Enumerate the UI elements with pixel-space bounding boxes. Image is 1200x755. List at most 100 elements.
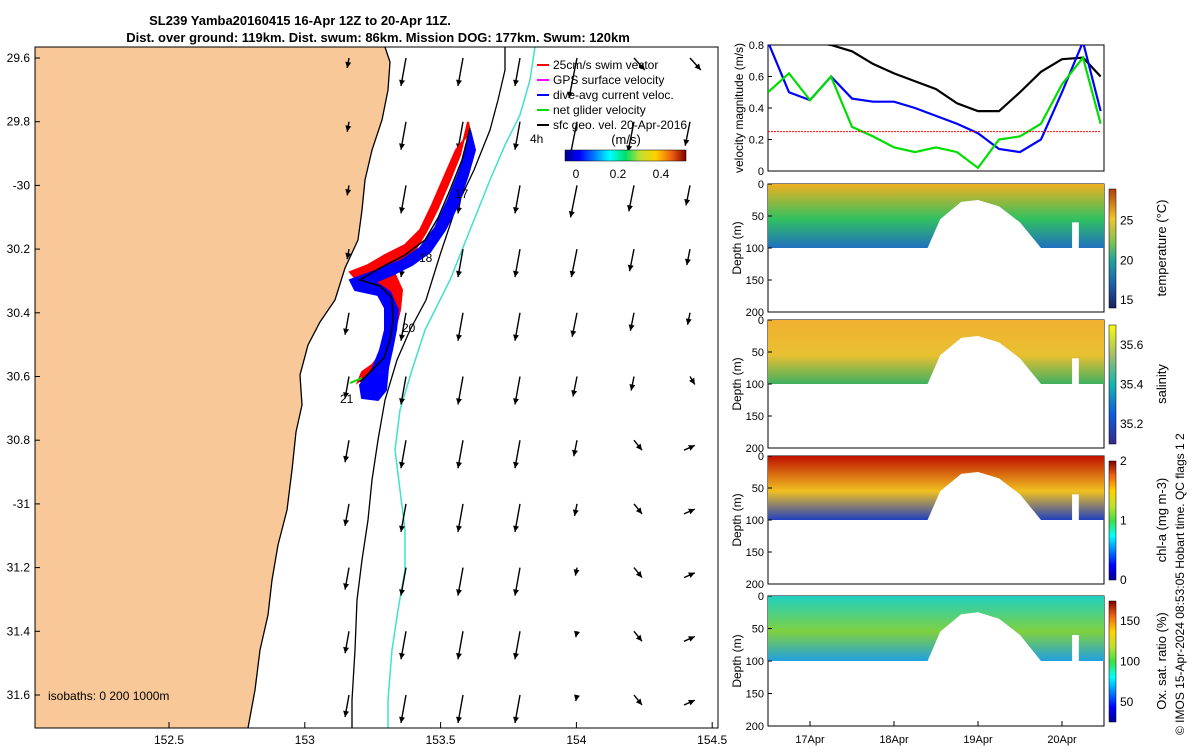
velocity-arrow	[513, 567, 521, 596]
heatmap-data-region	[768, 596, 1104, 661]
depth-tick-label: 150	[746, 411, 764, 423]
colorbar-label: temperature (°C)	[1154, 200, 1169, 297]
velocity-series-line	[823, 45, 1102, 113]
lon-tick-label: 154.5	[697, 733, 727, 747]
velocity-arrow	[456, 57, 464, 87]
legend-entry: 25cm/s swim vector	[553, 58, 658, 72]
velocity-arrow	[513, 376, 521, 405]
map-frame	[34, 46, 719, 729]
velocity-arrow	[685, 248, 691, 266]
velocity-arrow	[399, 503, 407, 533]
map-colorbar	[564, 149, 687, 162]
velocity-arrow	[513, 694, 521, 724]
velocity-arrow	[627, 248, 635, 272]
lat-tick-label: 30.2	[7, 242, 31, 256]
colorbar-label: Ox. sat. ratio (%)	[1154, 612, 1169, 710]
velocity-arrow	[456, 440, 464, 469]
lon-tick-label: 153	[295, 733, 315, 747]
colorbar-tick-label: 150	[1120, 614, 1140, 628]
track-label-17: 17	[455, 187, 469, 201]
lat-tick-label: 30.8	[7, 433, 31, 447]
velocity-arrow	[568, 185, 578, 218]
velocity-arrow	[627, 185, 635, 212]
depth-tick-label: 200	[746, 579, 764, 591]
depth-tick-label: 0	[758, 451, 764, 463]
heatmap-colorbar	[1108, 188, 1117, 309]
velocity-ytick-label: 0.4	[749, 103, 764, 115]
colorbar-tick-label: 2	[1120, 454, 1127, 468]
depth-axis-label: Depth (m)	[730, 357, 744, 410]
lat-tick-label: -31	[13, 497, 31, 511]
velocity-arrow	[399, 185, 407, 214]
depth-tick-label: 50	[752, 211, 764, 223]
map-colorbar-tick-2: 0.4	[653, 167, 670, 181]
lat-tick-label: 31.2	[7, 561, 31, 575]
velocity-arrow	[633, 439, 643, 451]
depth-tick-label: 0	[758, 591, 764, 603]
velocity-ylabel: velocity magnitude (m/s)	[732, 43, 746, 173]
map-latitude-ticks: 29.6 29.8 -30 30.2 30.4 30.6 30.8 -31 31.2 31.4 31…	[7, 51, 40, 702]
depth-tick-label: 50	[752, 483, 764, 495]
velocity-arrow	[456, 631, 464, 660]
heatmap-panel: 0 50 100 150 200 Depth (m) 50 100 150 Ox. sat. ra…	[730, 591, 1169, 733]
velocity-ytick-label: 0.6	[749, 72, 764, 84]
velocity-arrow	[683, 635, 696, 642]
velocity-arrow	[456, 503, 464, 533]
lon-tick-label: 154	[566, 733, 586, 747]
heatmap-data-region	[768, 456, 1104, 520]
velocity-arrow	[683, 121, 691, 146]
track-label-20: 20	[402, 321, 416, 335]
velocity-arrow	[571, 376, 578, 397]
track-label-18: 18	[419, 251, 433, 265]
heatmap-data-region	[768, 184, 1104, 248]
velocity-arrow	[570, 312, 578, 337]
green-track-end	[349, 377, 363, 384]
isobath-200m	[351, 47, 506, 728]
geostrophic-velocity-arrows	[343, 57, 702, 724]
velocity-arrow	[574, 694, 580, 702]
time-tick-label: 18Apr	[879, 734, 909, 746]
coast-noise	[247, 47, 391, 728]
velocity-arrow	[572, 503, 579, 517]
net-glider-velocity-track	[358, 127, 471, 383]
velocity-ytick-label: 0.8	[749, 40, 764, 52]
colorbar-tick-label: 50	[1120, 695, 1134, 709]
depth-tick-label: 150	[746, 275, 764, 287]
velocity-arrow	[683, 444, 696, 451]
velocity-arrow	[629, 376, 636, 391]
velocity-ytick-label: 0.2	[749, 135, 764, 147]
colorbar-tick-label: 1	[1120, 514, 1127, 528]
velocity-arrow	[513, 185, 521, 214]
velocity-arrow	[343, 312, 350, 335]
velocity-arrow	[345, 57, 352, 69]
lon-tick-label: 153.5	[426, 733, 456, 747]
depth-tick-label: 150	[746, 547, 764, 559]
depth-tick-label: 0	[758, 179, 764, 191]
velocity-arrow	[399, 57, 407, 87]
velocity-arrow	[399, 376, 407, 405]
heatmap-panel: 0 50 100 150 200 Depth (m) 35.2 35.4 35.6 salinit…	[730, 315, 1169, 455]
lat-tick-label: 29.8	[7, 115, 31, 129]
colorbar-tick-label: 0	[1120, 573, 1127, 587]
velocity-arrow	[456, 567, 464, 596]
heatmap-data-region	[768, 320, 1104, 384]
velocity-arrow	[513, 503, 521, 533]
glider-track	[348, 121, 477, 402]
time-tick-label: 19Apr	[963, 734, 993, 746]
velocity-arrow	[513, 631, 521, 660]
depth-tick-label: 200	[746, 443, 764, 455]
colorbar-tick-label: 100	[1120, 655, 1140, 669]
velocity-arrow	[569, 248, 578, 278]
velocity-arrow	[683, 699, 696, 706]
velocity-arrow	[567, 57, 578, 99]
velocity-arrow	[689, 376, 696, 385]
velocity-arrow	[633, 503, 643, 515]
lat-tick-label: 31.4	[7, 624, 31, 638]
colorbar-tick-label: 35.4	[1120, 378, 1144, 392]
time-axis-ticks: 17Apr 18Apr 19Apr 20Apr	[795, 721, 1077, 746]
velocity-arrow	[456, 694, 464, 724]
velocity-arrow	[345, 185, 352, 196]
velocity-arrow	[683, 572, 696, 579]
